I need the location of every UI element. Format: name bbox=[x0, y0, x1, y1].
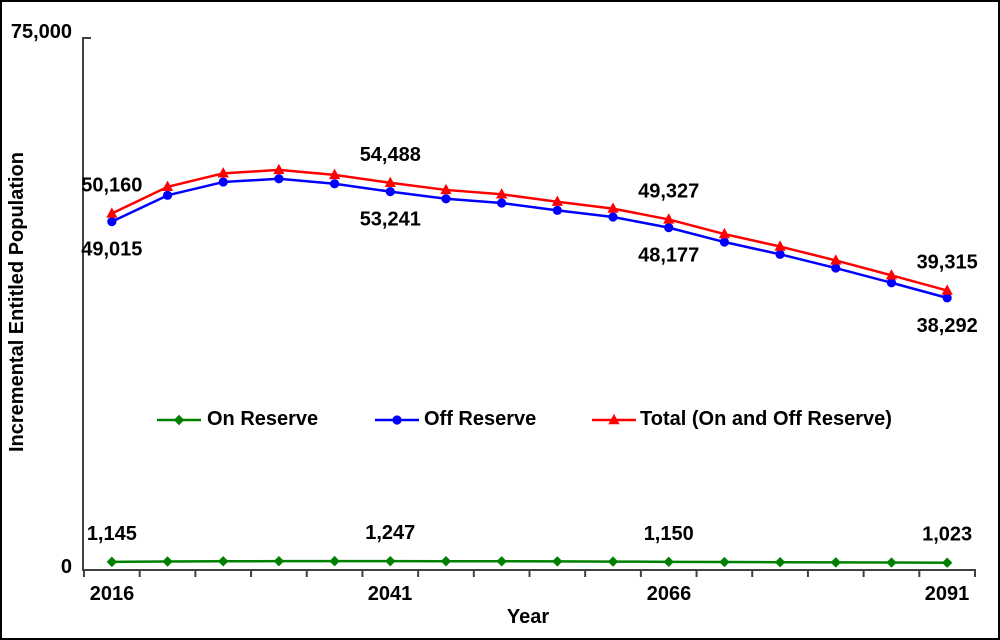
triangle-marker bbox=[106, 207, 118, 218]
circle-marker bbox=[107, 217, 117, 227]
triangle-marker bbox=[718, 227, 731, 239]
series-off-reserve bbox=[107, 174, 952, 303]
triangle-marker bbox=[774, 240, 786, 251]
diamond-marker bbox=[496, 556, 507, 567]
diamond-marker bbox=[218, 556, 229, 567]
data-label: 38,292 bbox=[917, 315, 978, 337]
data-label: 1,247 bbox=[365, 522, 415, 544]
diamond-marker bbox=[607, 556, 619, 567]
x-tick-label-2066: 2066 bbox=[646, 583, 692, 605]
diamond-marker bbox=[663, 556, 674, 568]
triangle-marker bbox=[496, 188, 508, 199]
circle-marker bbox=[719, 237, 730, 247]
triangle-marker bbox=[663, 213, 675, 224]
data-label: 50,160 bbox=[81, 175, 142, 197]
triangle-marker bbox=[830, 254, 842, 265]
circle-marker bbox=[831, 263, 841, 273]
data-label: 49,015 bbox=[81, 239, 142, 261]
circle-marker bbox=[775, 249, 785, 259]
triangle-marker bbox=[384, 176, 396, 187]
circle-marker bbox=[552, 205, 562, 215]
circle-marker bbox=[274, 174, 284, 184]
circle-marker bbox=[385, 187, 395, 197]
circle-marker bbox=[886, 278, 897, 288]
diamond-marker bbox=[774, 557, 786, 568]
triangle-marker bbox=[440, 183, 452, 195]
circle-marker bbox=[162, 190, 173, 200]
series-on-reserve bbox=[106, 555, 953, 568]
legend-label-total: Total (On and Off Reserve) bbox=[640, 408, 892, 430]
data-label: 49,327 bbox=[638, 180, 699, 202]
diamond-marker bbox=[440, 555, 452, 567]
series-total-on-and-off-reserve bbox=[106, 163, 953, 295]
x-axis-title: Year bbox=[506, 606, 550, 628]
circle-marker bbox=[942, 293, 952, 303]
y-tick-label-0: 0 bbox=[60, 556, 72, 578]
diamond-marker bbox=[385, 555, 396, 567]
x-tick-label-2041: 2041 bbox=[367, 583, 413, 605]
diamond-marker bbox=[719, 556, 730, 568]
diamond-marker bbox=[106, 556, 118, 568]
diamond-marker bbox=[552, 556, 563, 567]
diamond-marker bbox=[173, 414, 185, 426]
diamond-marker bbox=[329, 555, 340, 567]
circle-marker bbox=[608, 212, 618, 222]
data-label: 54,488 bbox=[360, 144, 421, 166]
circle-marker bbox=[329, 179, 340, 189]
y-axis-title: Incremental Entitled Population bbox=[6, 151, 28, 453]
triangle-marker bbox=[551, 195, 563, 206]
data-label: 48,177 bbox=[638, 245, 699, 267]
triangle-marker bbox=[608, 413, 620, 425]
data-labels: 50,160 49,015 54,488 53,241 49,327 48,177 39,3… bbox=[81, 144, 977, 546]
triangle-marker bbox=[161, 180, 174, 192]
diamond-marker bbox=[830, 557, 841, 568]
x-tick-label-2091: 2091 bbox=[924, 583, 970, 605]
diamond-marker bbox=[886, 557, 897, 568]
legend-label-off-reserve: Off Reserve bbox=[424, 408, 537, 430]
triangle-marker bbox=[328, 168, 341, 180]
y-tick-label-75000: 75,000 bbox=[10, 21, 72, 43]
circle-marker bbox=[441, 194, 451, 204]
circle-marker bbox=[218, 177, 228, 187]
legend-markers bbox=[157, 413, 636, 426]
triangle-marker bbox=[885, 269, 898, 280]
triangle-marker bbox=[941, 284, 953, 295]
circle-marker bbox=[497, 198, 507, 208]
data-label: 1,023 bbox=[922, 524, 972, 546]
circle-marker bbox=[392, 415, 402, 425]
diamond-marker bbox=[162, 556, 173, 567]
circle-marker bbox=[664, 223, 674, 233]
data-label: 39,315 bbox=[917, 252, 978, 274]
triangle-marker bbox=[607, 202, 619, 213]
axes bbox=[82, 37, 976, 577]
legend-label-on-reserve: On Reserve bbox=[207, 408, 319, 430]
diamond-marker bbox=[941, 557, 953, 568]
data-label: 1,150 bbox=[644, 523, 694, 545]
x-tick-label-2016: 2016 bbox=[89, 583, 135, 605]
triangle-marker bbox=[217, 167, 229, 178]
data-label: 53,241 bbox=[360, 209, 421, 231]
triangle-marker bbox=[273, 163, 285, 175]
data-label: 1,145 bbox=[87, 523, 137, 545]
diamond-marker bbox=[273, 555, 285, 567]
